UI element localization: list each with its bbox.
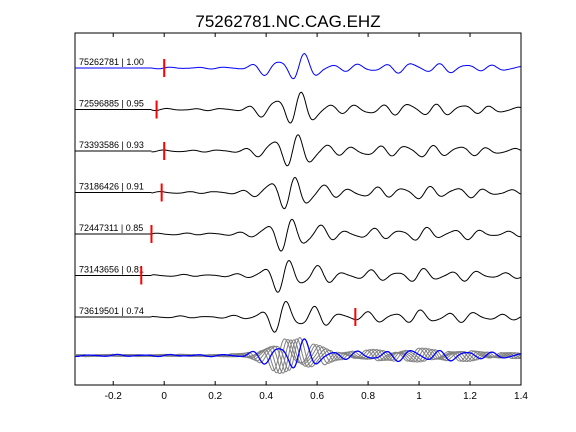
stack-overlay-trace — [74, 337, 521, 371]
trace-73186426 — [151, 176, 521, 210]
trace-label-73143656: 73143656 | 0.81 — [79, 265, 144, 275]
trace-72447311 — [151, 218, 521, 252]
plot-frame — [74, 32, 522, 386]
chart-title: 75262781.NC.CAG.EHZ — [195, 12, 380, 31]
x-tick-label: 1 — [416, 391, 422, 402]
trace-label-75262781: 75262781 | 1.00 — [79, 57, 144, 67]
x-tick-label: 0.8 — [361, 391, 375, 402]
x-tick-label: 0 — [161, 391, 167, 402]
x-tick-label: 1.2 — [463, 391, 477, 402]
trace-label-72447311: 72447311 | 0.85 — [79, 223, 143, 233]
trace-75262781 — [151, 53, 521, 80]
x-axis: -0.2 0 0.2 0.4 0.6 0.8 1 1.2 1.4 — [105, 33, 528, 402]
x-tick-label: 0.4 — [259, 391, 273, 402]
trace-73143656 — [151, 259, 521, 293]
trace-73619501 — [151, 300, 521, 333]
trace-73393586 — [151, 134, 521, 167]
x-tick-label: 0.6 — [310, 391, 324, 402]
trace-label-73619501: 73619501 | 0.74 — [79, 306, 144, 316]
trace-label-72596885: 72596885 | 0.95 — [79, 99, 144, 109]
trace-label-73393586: 73393586 | 0.93 — [79, 140, 144, 150]
traces-group: 75262781 | 1.00 72596885 | 0.95 73393586 |… — [74, 53, 521, 375]
stack-reference-trace — [75, 338, 521, 369]
trace-72596885 — [151, 91, 521, 124]
x-tick-label: 1.4 — [514, 391, 528, 402]
x-tick-label: 0.2 — [208, 391, 222, 402]
stack-overlay-trace — [74, 339, 521, 374]
trace-label-73186426: 73186426 | 0.91 — [79, 182, 144, 192]
x-tick-label: -0.2 — [105, 391, 123, 402]
